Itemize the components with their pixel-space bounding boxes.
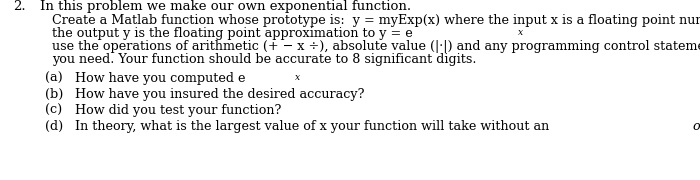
Text: (a): (a) <box>45 72 63 85</box>
Text: How have you insured the desired accuracy?: How have you insured the desired accurac… <box>75 88 365 101</box>
Text: x: x <box>517 28 523 37</box>
Text: Create a Matlab function whose prototype is:  y = myExp(x) where the input x is : Create a Matlab function whose prototype… <box>52 14 700 27</box>
Text: the output y is the floating point approximation to y = e: the output y is the floating point appro… <box>52 27 413 40</box>
Text: (b): (b) <box>45 88 64 101</box>
Text: overflow: overflow <box>692 120 700 133</box>
Text: (c): (c) <box>45 104 62 117</box>
Text: x: x <box>295 73 300 82</box>
Text: you need. Your function should be accurate to 8 significant digits.: you need. Your function should be accura… <box>52 53 477 66</box>
Text: In theory, what is the largest value of x your function will take without an: In theory, what is the largest value of … <box>75 120 553 133</box>
Text: How did you test your function?: How did you test your function? <box>75 104 281 117</box>
Text: How have you computed e: How have you computed e <box>75 72 246 85</box>
Text: 2.: 2. <box>13 0 26 13</box>
Text: (d): (d) <box>45 120 63 133</box>
Text: use the operations of arithmetic (+ − x ÷), absolute value (|·|) and any program: use the operations of arithmetic (+ − x … <box>52 40 700 53</box>
Text: In this problem we make our own exponential function.: In this problem we make our own exponent… <box>40 0 411 13</box>
